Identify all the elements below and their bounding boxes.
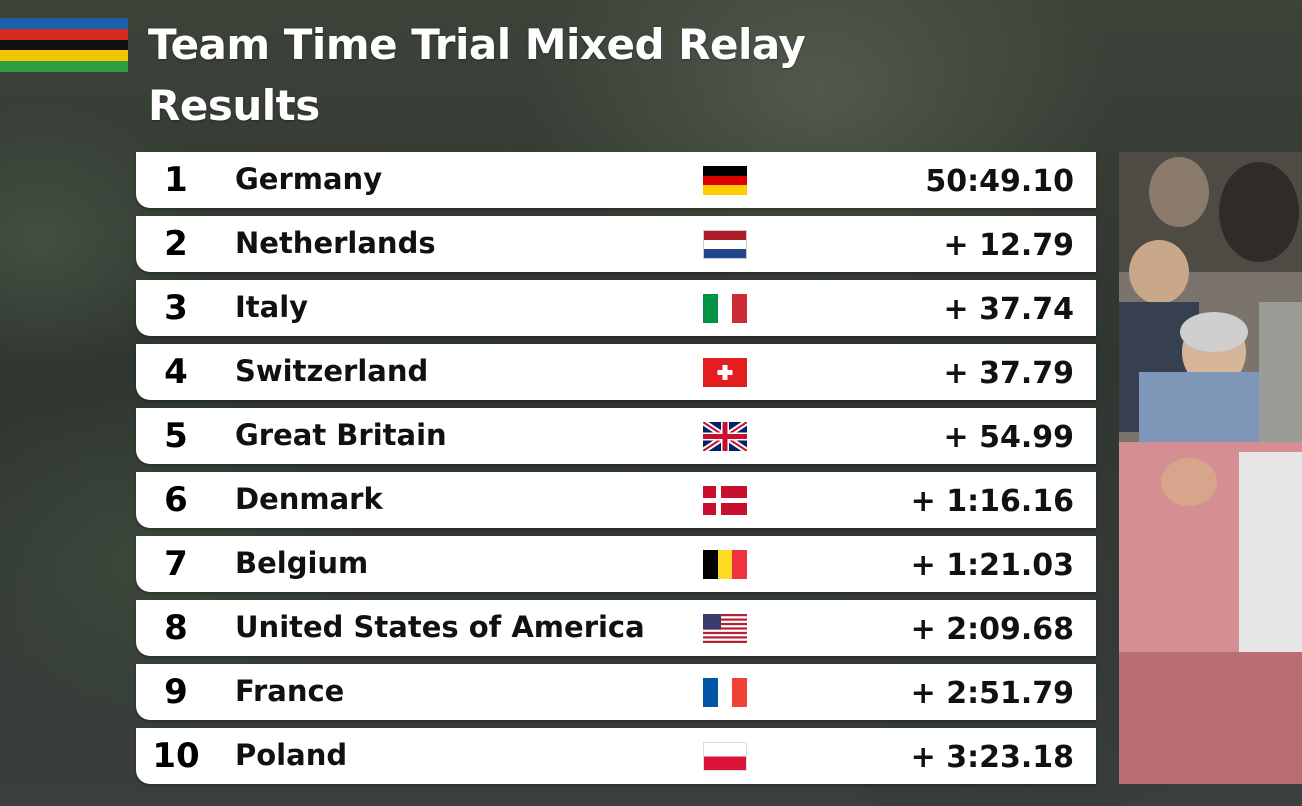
result-row: 1 Germany 50:49.10 [136,152,1096,208]
country-name: Italy [235,290,309,324]
country-name: Denmark [235,482,383,516]
poland-flag-icon [703,742,747,771]
great-britain-flag-icon [703,422,747,451]
result-row: 6 Denmark + 1:16.16 [136,472,1096,528]
rainbow-stripes-icon [0,18,128,72]
result-row: 3 Italy + 37.74 [136,280,1096,336]
belgium-flag-icon [703,550,747,579]
country-name: Belgium [235,546,369,580]
position-number: 10 [152,736,200,776]
country-name: Germany [235,162,383,196]
country-name: Great Britain [235,418,447,452]
country-name: United States of America [235,610,645,644]
position-number: 4 [164,352,188,392]
position-number: 6 [164,480,188,520]
result-time: + 37.79 [943,356,1074,391]
result-time: + 1:16.16 [910,484,1074,519]
result-row: 4 Switzerland + 37.79 [136,344,1096,400]
result-time: 50:49.10 [925,164,1074,199]
result-time: + 12.79 [943,228,1074,263]
usa-flag-icon [703,614,747,643]
position-number: 1 [164,160,188,200]
title-line-2: Results [148,81,320,130]
result-time: + 3:23.18 [910,740,1074,775]
denmark-flag-icon [703,486,747,515]
germany-flag-icon [703,166,747,195]
result-time: + 2:09.68 [910,612,1074,647]
italy-flag-icon [703,294,747,323]
page-title: Team Time Trial Mixed Relay Results [148,14,806,136]
position-number: 3 [164,288,188,328]
country-name: Switzerland [235,354,429,388]
country-name: Netherlands [235,226,436,260]
position-number: 9 [164,672,188,712]
result-row: 5 Great Britain + 54.99 [136,408,1096,464]
france-flag-icon [703,678,747,707]
result-time: + 1:21.03 [910,548,1074,583]
crowd-photo [1119,152,1302,784]
results-table: 1 Germany 50:49.10 2 Netherlands + 12.79… [136,152,1096,792]
result-row: 2 Netherlands + 12.79 [136,216,1096,272]
result-row: 10 Poland + 3:23.18 [136,728,1096,784]
country-name: Poland [235,738,348,772]
position-number: 2 [164,224,188,264]
position-number: 8 [164,608,188,648]
result-row: 7 Belgium + 1:21.03 [136,536,1096,592]
result-row: 8 United States of America + 2:09.68 [136,600,1096,656]
switzerland-flag-icon [703,358,747,387]
position-number: 5 [164,416,188,456]
position-number: 7 [164,544,188,584]
netherlands-flag-icon [703,230,747,259]
result-time: + 2:51.79 [910,676,1074,711]
title-line-1: Team Time Trial Mixed Relay [148,20,806,69]
country-name: France [235,674,345,708]
result-row: 9 France + 2:51.79 [136,664,1096,720]
result-time: + 54.99 [943,420,1074,455]
result-time: + 37.74 [943,292,1074,327]
